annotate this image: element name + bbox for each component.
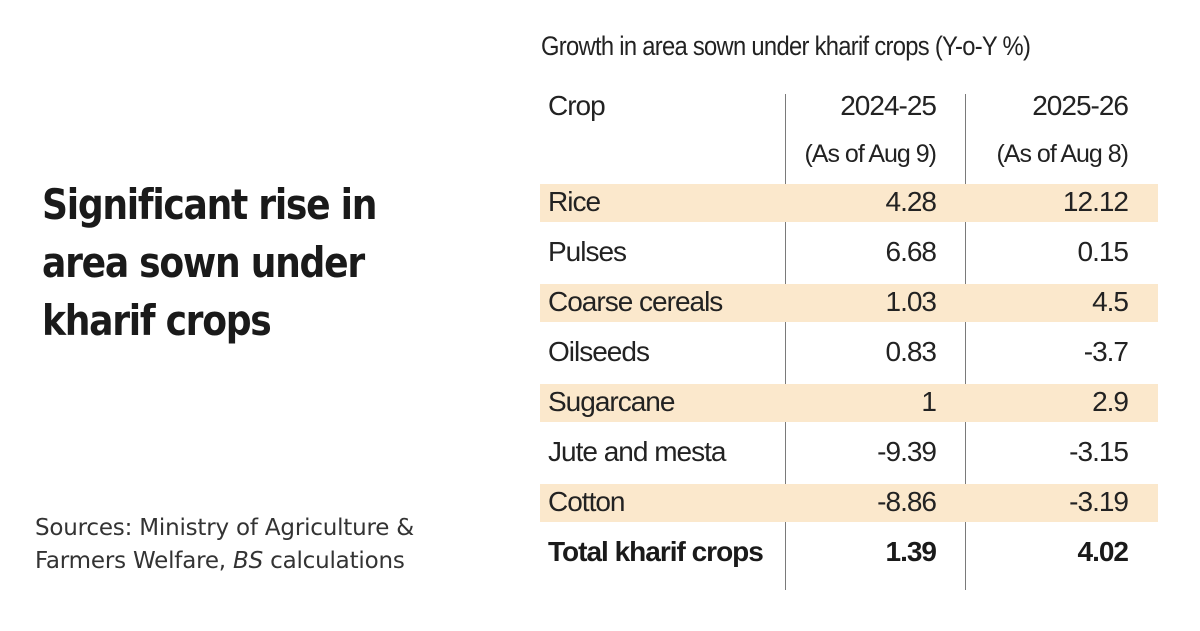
- column-divider-2: [965, 94, 966, 590]
- header-2024-25-sub: (As of Aug 9): [804, 140, 937, 168]
- source-line-2-italic: BS: [233, 548, 264, 574]
- value-2024-25-cell: 4.28: [885, 186, 937, 217]
- value-2025-26-cell: -3.15: [1069, 436, 1129, 467]
- table-header: Crop 2024-25 2025-26 (As of Aug 9) (As o…: [540, 80, 1158, 178]
- headline-line-3: kharif crops: [42, 296, 272, 345]
- table-row: Cotton -8.86 -3.19: [540, 478, 1158, 528]
- table-row: Pulses 6.68 0.15: [540, 228, 1158, 278]
- crop-cell: Pulses: [548, 236, 627, 267]
- table-row-total: Total kharif crops 1.39 4.02: [540, 528, 1158, 578]
- crop-cell: Jute and mesta: [548, 436, 726, 467]
- crop-cell: Rice: [548, 186, 601, 217]
- header-2025-26: 2025-26: [1032, 90, 1129, 121]
- column-divider-1: [785, 94, 786, 590]
- value-2025-26-cell: 4.5: [1092, 286, 1129, 317]
- header-2025-26-sub: (As of Aug 8): [996, 140, 1129, 168]
- value-2025-26-cell: -3.7: [1083, 336, 1129, 367]
- value-2025-26-cell: -3.19: [1069, 486, 1129, 517]
- source-line-1: Sources: Ministry of Agriculture &: [35, 515, 415, 541]
- crop-cell: Cotton: [548, 486, 625, 517]
- table-row: Coarse cereals 1.03 4.5: [540, 278, 1158, 328]
- source-line-2: Farmers Welfare, BS calculations: [35, 545, 414, 578]
- crop-cell: Sugarcane: [548, 386, 675, 417]
- value-2025-26-cell: 0.15: [1077, 236, 1129, 267]
- table-row: Sugarcane 1 2.9: [540, 378, 1158, 428]
- table-row: Oilseeds 0.83 -3.7: [540, 328, 1158, 378]
- value-2024-25-cell: 1.03: [885, 286, 937, 317]
- headline-line-2: area sown under: [42, 238, 365, 287]
- value-2024-25-cell: 6.68: [885, 236, 937, 267]
- table-title: Growth in area sown under kharif crops (…: [541, 31, 1031, 61]
- value-2024-25-cell: 0.83: [885, 336, 937, 367]
- source-line-2-suffix: calculations: [263, 548, 405, 574]
- header-crop: Crop: [548, 90, 606, 121]
- source-note: Sources: Ministry of Agriculture & Farme…: [35, 512, 414, 578]
- headline-line-1: Significant rise in: [42, 180, 377, 229]
- value-2024-25-cell: -8.86: [877, 486, 937, 517]
- value-2025-26-cell: 2.9: [1092, 386, 1129, 417]
- source-line-2-prefix: Farmers Welfare,: [35, 548, 234, 574]
- crop-cell: Oilseeds: [548, 336, 650, 367]
- growth-table: Crop 2024-25 2025-26 (As of Aug 9) (As o…: [540, 80, 1158, 590]
- table-row: Jute and mesta -9.39 -3.15: [540, 428, 1158, 478]
- value-2025-26-cell: 12.12: [1062, 186, 1129, 217]
- value-2025-26-cell: 4.02: [1077, 536, 1129, 567]
- crop-cell: Coarse cereals: [548, 286, 723, 317]
- table-row: Rice 4.28 12.12: [540, 178, 1158, 228]
- value-2024-25-cell: 1: [921, 386, 937, 417]
- table-body: Rice 4.28 12.12 Pulses 6.68 0.15 Coarse cereal…: [540, 178, 1158, 578]
- crop-cell: Total kharif crops: [548, 536, 764, 567]
- value-2024-25-cell: -9.39: [877, 436, 937, 467]
- header-2024-25: 2024-25: [840, 90, 937, 121]
- headline: Significant rise in area sown under khar…: [42, 176, 403, 350]
- value-2024-25-cell: 1.39: [885, 536, 937, 567]
